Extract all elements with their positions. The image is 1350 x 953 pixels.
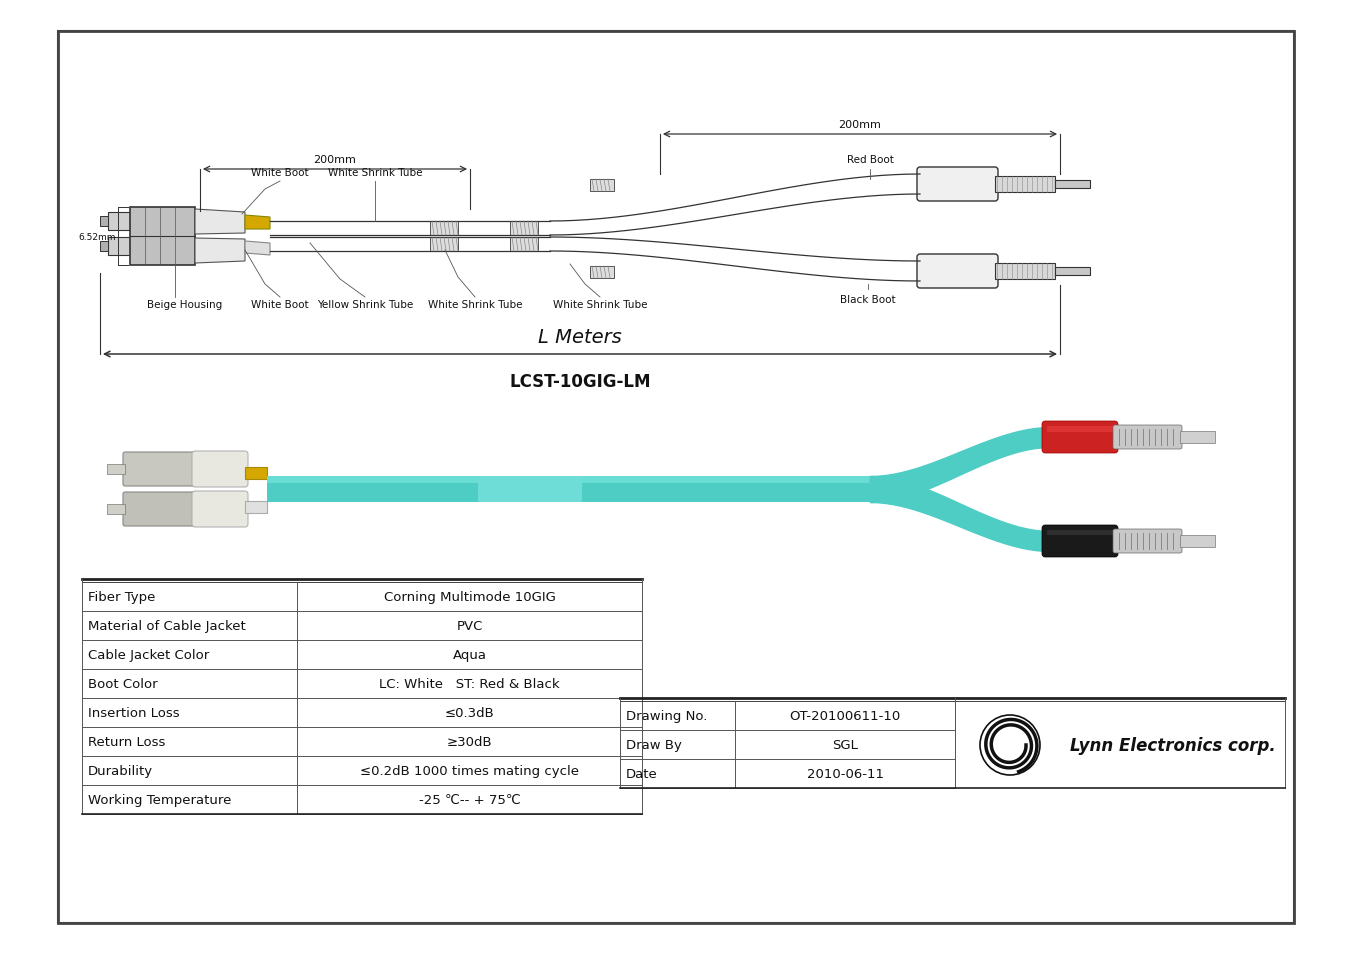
FancyBboxPatch shape <box>192 492 248 527</box>
Bar <box>590 267 614 278</box>
Text: White Shrink Tube: White Shrink Tube <box>428 299 522 310</box>
Text: Boot Color: Boot Color <box>88 678 158 690</box>
Polygon shape <box>244 242 270 255</box>
Bar <box>1054 268 1089 275</box>
Text: Draw By: Draw By <box>626 739 682 751</box>
Text: White Shrink Tube: White Shrink Tube <box>328 168 423 178</box>
Bar <box>108 213 130 231</box>
Text: Red Boot: Red Boot <box>846 154 894 165</box>
Text: ≤0.2dB 1000 times mating cycle: ≤0.2dB 1000 times mating cycle <box>360 764 579 778</box>
Text: Cable Jacket Color: Cable Jacket Color <box>88 648 209 661</box>
Text: White Boot: White Boot <box>251 168 309 178</box>
Bar <box>510 237 539 252</box>
Bar <box>100 242 108 252</box>
Text: 6.52mm: 6.52mm <box>78 233 116 241</box>
Bar <box>1048 531 1112 536</box>
Polygon shape <box>194 239 244 264</box>
Text: Drawing No.: Drawing No. <box>626 709 707 722</box>
Bar <box>100 216 108 227</box>
Text: Black Boot: Black Boot <box>840 294 896 305</box>
FancyBboxPatch shape <box>123 453 197 486</box>
Text: L Meters: L Meters <box>539 328 622 347</box>
Text: -25 ℃-- + 75℃: -25 ℃-- + 75℃ <box>418 793 520 806</box>
FancyBboxPatch shape <box>1112 530 1183 554</box>
Text: Return Loss: Return Loss <box>88 735 165 748</box>
FancyBboxPatch shape <box>1042 421 1118 454</box>
FancyBboxPatch shape <box>123 493 197 526</box>
Bar <box>267 476 869 502</box>
Bar <box>995 264 1054 280</box>
Bar <box>108 237 130 255</box>
Bar <box>510 222 539 235</box>
Text: Corning Multimode 10GIG: Corning Multimode 10GIG <box>383 590 555 603</box>
FancyBboxPatch shape <box>478 476 582 502</box>
Text: White Shrink Tube: White Shrink Tube <box>552 299 647 310</box>
Bar <box>130 208 194 266</box>
Text: Material of Cable Jacket: Material of Cable Jacket <box>88 619 246 633</box>
Text: SGL: SGL <box>832 739 859 751</box>
Text: Durability: Durability <box>88 764 153 778</box>
Bar <box>431 237 458 252</box>
Text: Insertion Loss: Insertion Loss <box>88 706 180 720</box>
Text: LCST-10GIG-LM: LCST-10GIG-LM <box>509 373 651 391</box>
Text: OT-20100611-10: OT-20100611-10 <box>790 709 900 722</box>
FancyBboxPatch shape <box>1042 525 1118 558</box>
Text: 200mm: 200mm <box>313 154 356 165</box>
Bar <box>107 464 126 475</box>
Text: 2010-06-11: 2010-06-11 <box>806 767 883 781</box>
Text: ≥30dB: ≥30dB <box>447 735 493 748</box>
Bar <box>244 468 267 479</box>
Text: PVC: PVC <box>456 619 483 633</box>
Bar <box>431 222 458 235</box>
Polygon shape <box>194 210 244 234</box>
FancyBboxPatch shape <box>917 254 998 289</box>
Bar <box>107 504 126 515</box>
Text: Yellow Shrink Tube: Yellow Shrink Tube <box>317 299 413 310</box>
Text: LC: White   ST: Red & Black: LC: White ST: Red & Black <box>379 678 560 690</box>
FancyBboxPatch shape <box>1112 426 1183 450</box>
Text: Beige Housing: Beige Housing <box>147 299 223 310</box>
Bar <box>244 501 267 514</box>
Text: Working Temperature: Working Temperature <box>88 793 231 806</box>
Text: 200mm: 200mm <box>838 120 882 130</box>
Polygon shape <box>244 215 270 230</box>
Bar <box>267 476 869 483</box>
Text: Aqua: Aqua <box>452 648 486 661</box>
Text: Fiber Type: Fiber Type <box>88 590 155 603</box>
Text: Date: Date <box>626 767 657 781</box>
Bar <box>590 180 614 192</box>
Text: ≤0.3dB: ≤0.3dB <box>444 706 494 720</box>
Bar <box>1048 427 1112 433</box>
Bar <box>1180 432 1215 443</box>
FancyBboxPatch shape <box>917 168 998 202</box>
FancyBboxPatch shape <box>192 452 248 488</box>
Text: White Boot: White Boot <box>251 299 309 310</box>
Bar <box>1180 536 1215 547</box>
Bar <box>1054 181 1089 189</box>
Text: Lynn Electronics corp.: Lynn Electronics corp. <box>1071 737 1276 754</box>
Bar <box>995 177 1054 193</box>
